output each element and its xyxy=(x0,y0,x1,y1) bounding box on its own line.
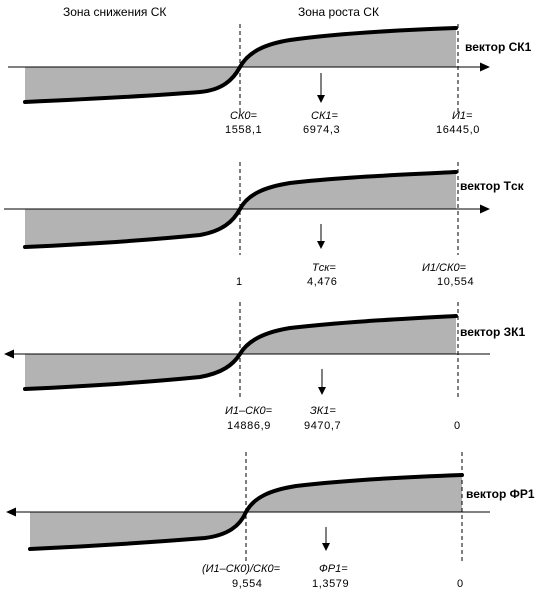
label-tsk-name: Tск= xyxy=(312,262,336,274)
vector-label: вектор СК1 xyxy=(465,40,532,54)
label-zk1-name: ЗК1= xyxy=(310,405,336,417)
label-tsk-value: 4,476 xyxy=(307,276,338,288)
label-i1-sk0-value: 10,554 xyxy=(437,276,474,288)
label-zk1-value: 9470,7 xyxy=(304,420,341,432)
zone-growth-label: Зона роста СК xyxy=(298,5,379,19)
panel-tsk: вектор Tск 1 Tск= 4,476 И1/СК0= 10,554 xyxy=(4,162,525,288)
vector-label: вектор ФР1 xyxy=(466,487,535,501)
axis-arrowhead xyxy=(4,349,14,359)
vector-curve xyxy=(28,473,464,551)
label-zero-value: 0 xyxy=(457,578,464,590)
axis-arrowhead xyxy=(480,204,490,214)
pointer-arrowhead xyxy=(322,543,330,551)
label-leverage-value: 9,554 xyxy=(232,578,263,590)
label-leverage-name: (И1–СК0)/СК0= xyxy=(202,563,281,575)
vector-label: вектор Tск xyxy=(460,179,525,193)
vector-curve xyxy=(23,170,458,249)
label-i1-minus-sk0-name: И1–СК0= xyxy=(225,405,273,417)
vector-curve xyxy=(23,26,458,104)
zone-decrease-label: Зона снижения СК xyxy=(63,5,166,19)
label-i1-sk0-name: И1/СК0= xyxy=(422,262,467,274)
label-sk1-value: 6974,3 xyxy=(303,124,340,136)
zone-header: Зона снижения СК Зона роста СК xyxy=(63,5,379,19)
axis-arrowhead xyxy=(6,507,16,517)
axis-arrowhead xyxy=(480,62,490,72)
pointer-arrowhead xyxy=(317,241,325,249)
label-sk1-name: СК1= xyxy=(311,110,339,122)
vector-label: вектор ЗК1 xyxy=(460,325,525,339)
label-fr1-name: ФР1= xyxy=(319,563,348,575)
pointer-arrowhead xyxy=(317,95,325,103)
area-fill xyxy=(25,172,456,247)
area-fill xyxy=(25,28,456,102)
label-sk0-value: 1558,1 xyxy=(225,124,262,136)
label-i1-minus-sk0-value: 14886,9 xyxy=(227,420,271,432)
label-fr1-value: 1,3579 xyxy=(312,578,349,590)
label-sk0-name: СК0= xyxy=(230,110,258,122)
label-one-value: 1 xyxy=(236,276,243,288)
panel-zk1: вектор ЗК1 И1–СК0= 14886,9 ЗК1= 9470,7 0 xyxy=(4,302,525,432)
label-i1-value: 16445,0 xyxy=(436,124,480,136)
panel-fr1: вектор ФР1 (И1–СК0)/СК0= 9,554 ФР1= 1,35… xyxy=(6,452,535,590)
pointer-arrowhead xyxy=(318,387,326,395)
panel-sk1: вектор СК1 СК0= 1558,1 СК1= 6974,3 И1= 1… xyxy=(8,24,532,136)
label-i1-name: И1= xyxy=(452,110,473,122)
label-zero-value: 0 xyxy=(454,420,461,432)
vector-curve xyxy=(23,314,458,391)
area-fill xyxy=(25,316,456,389)
